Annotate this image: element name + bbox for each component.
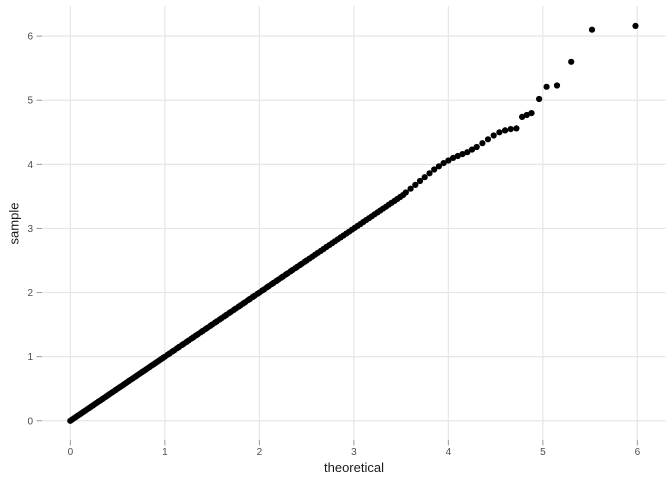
data-point — [543, 83, 550, 90]
x-tick-label-2: 2 — [257, 447, 263, 458]
data-point — [435, 163, 442, 170]
y-axis-title: sample — [6, 202, 22, 244]
x-axis-title: theoretical — [324, 460, 384, 475]
y-tick-label-5: 5 — [27, 96, 33, 107]
x-tick-label-6: 6 — [635, 447, 641, 458]
y-axis-title-area: sample — [0, 6, 28, 440]
data-point — [440, 160, 447, 167]
data-point — [507, 126, 514, 133]
data-point — [484, 136, 492, 143]
data-point — [421, 174, 428, 181]
data-point — [502, 127, 509, 134]
y-tick-label-4: 4 — [27, 160, 33, 171]
data-point — [496, 129, 503, 136]
x-tick-label-5: 5 — [540, 447, 546, 458]
data-point — [450, 154, 457, 161]
data-point — [479, 140, 486, 147]
data-point — [459, 151, 466, 158]
data-point — [431, 166, 438, 173]
data-point — [464, 149, 471, 156]
data-point — [513, 125, 520, 132]
data-point — [553, 82, 561, 89]
data-point — [588, 26, 596, 33]
data-point — [416, 177, 424, 185]
x-tick-label-4: 4 — [446, 447, 452, 458]
data-point — [468, 146, 476, 153]
data-point — [568, 58, 575, 65]
data-point — [412, 181, 419, 188]
y-tick-label-3: 3 — [27, 224, 33, 235]
y-tick-label-6: 6 — [27, 32, 33, 43]
data-point — [490, 132, 497, 139]
x-tick-label-0: 0 — [68, 447, 74, 458]
y-tick-label-1: 1 — [27, 352, 33, 363]
x-tick-label-3: 3 — [351, 447, 357, 458]
data-point — [523, 111, 530, 119]
data-point — [454, 152, 461, 160]
data-point — [536, 95, 543, 103]
x-tick-label-1: 1 — [162, 447, 168, 458]
data-point — [402, 189, 409, 196]
data-point — [519, 113, 526, 120]
data-point — [426, 170, 433, 177]
y-tick-label-2: 2 — [27, 288, 33, 299]
data-point — [445, 157, 452, 164]
data-point — [473, 143, 480, 151]
data-point — [632, 22, 639, 29]
y-tick-label-0: 0 — [27, 416, 33, 427]
data-point — [407, 185, 414, 192]
data-point — [528, 110, 535, 117]
